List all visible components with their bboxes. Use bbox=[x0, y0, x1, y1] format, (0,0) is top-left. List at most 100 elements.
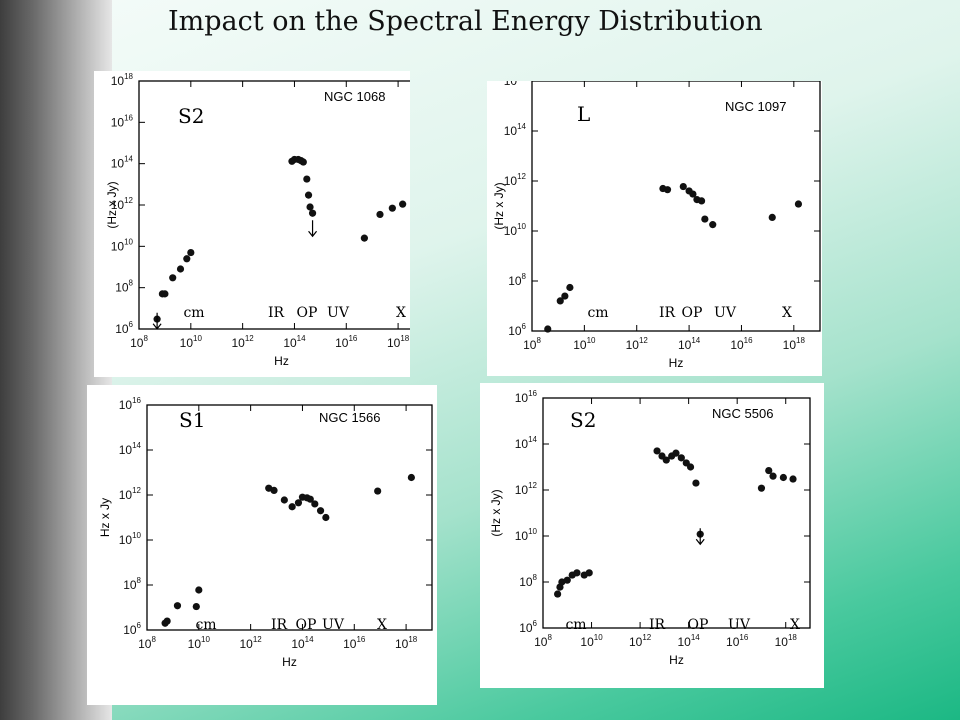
data-point bbox=[653, 447, 661, 455]
data-point bbox=[561, 292, 569, 300]
slide-title: Impact on the Spectral Energy Distributi… bbox=[168, 6, 763, 37]
galaxy-name: NGC 5506 bbox=[712, 406, 773, 421]
data-point bbox=[360, 234, 368, 242]
data-point bbox=[183, 255, 191, 263]
data-point bbox=[407, 473, 415, 482]
data-point bbox=[554, 590, 562, 598]
band-label: cm bbox=[183, 305, 204, 321]
data-point bbox=[789, 475, 797, 483]
sed-panel-ngc1097: 108 1010 1012 1014 1016 1018 106 108 1010 1012 101… bbox=[487, 81, 822, 376]
data-point bbox=[306, 203, 314, 211]
x-tick-label: 1014 bbox=[291, 635, 314, 651]
data-point bbox=[672, 449, 680, 457]
x-tick-label: 1018 bbox=[775, 633, 798, 649]
data-point bbox=[288, 503, 296, 511]
y-tick-label: 1016 bbox=[119, 396, 142, 412]
plot-frame bbox=[531, 81, 821, 332]
x-tick-label: 1010 bbox=[188, 635, 211, 651]
band-label: OP bbox=[297, 305, 318, 321]
data-point bbox=[303, 175, 311, 183]
data-point bbox=[677, 454, 685, 462]
data-point bbox=[161, 290, 169, 298]
data-point bbox=[566, 283, 574, 292]
x-tick-label: 1018 bbox=[395, 635, 418, 651]
band-label: OP bbox=[682, 305, 703, 321]
data-point bbox=[686, 463, 695, 471]
data-point bbox=[306, 495, 314, 503]
x-axis-label: Hz bbox=[282, 655, 297, 669]
y-tick-label: 108 bbox=[519, 573, 537, 589]
x-tick-label: 108 bbox=[534, 633, 552, 649]
data-point bbox=[544, 325, 552, 333]
band-label: cm bbox=[565, 617, 586, 633]
x-axis-label: Hz bbox=[274, 354, 289, 368]
band-label: OP bbox=[688, 617, 709, 633]
data-point bbox=[169, 274, 177, 282]
band-label: cm bbox=[195, 617, 216, 633]
x-tick-label: 1010 bbox=[573, 336, 596, 352]
data-point bbox=[585, 569, 593, 577]
data-point bbox=[765, 466, 773, 475]
data-point bbox=[376, 210, 384, 219]
x-tick-label: 1012 bbox=[629, 633, 652, 649]
y-tick-label: 1012 bbox=[119, 486, 142, 502]
x-tick-label: 1016 bbox=[335, 334, 358, 350]
data-point bbox=[192, 602, 200, 611]
x-axis-label: Hz bbox=[669, 356, 684, 370]
data-point bbox=[316, 507, 325, 515]
data-point bbox=[187, 248, 195, 257]
y-tick-label: 1014 bbox=[111, 155, 134, 171]
y-tick-label: 1014 bbox=[504, 122, 527, 138]
y-tick-label: 1010 bbox=[111, 237, 134, 253]
y-tick-label: 1012 bbox=[515, 481, 538, 497]
data-point bbox=[322, 513, 330, 522]
data-point bbox=[299, 158, 307, 166]
y-axis-label: (Hz x Jy) bbox=[492, 182, 506, 229]
data-point bbox=[769, 472, 777, 480]
data-point bbox=[176, 265, 185, 273]
plot-frame bbox=[146, 404, 433, 631]
band-label: cm bbox=[587, 305, 608, 321]
y-axis-label: (Hz x Jy) bbox=[489, 489, 503, 536]
x-tick-label: 1012 bbox=[232, 334, 255, 350]
data-point bbox=[689, 190, 697, 198]
sed-plot-ngc1097: 108 1010 1012 1014 1016 101810610810101012101… bbox=[492, 81, 821, 370]
x-tick-label: 1010 bbox=[580, 633, 603, 649]
y-tick-label: 108 bbox=[123, 576, 141, 592]
y-tick-label: 1010 bbox=[515, 527, 538, 543]
data-point bbox=[701, 215, 709, 223]
y-axis-label: (Hz x Jy) bbox=[105, 181, 119, 228]
galaxy-name: NGC 1566 bbox=[319, 410, 380, 425]
band-label: X bbox=[790, 617, 800, 633]
x-tick-label: 1012 bbox=[626, 336, 649, 352]
sed-plot-ngc5506: 108 1010 1012 1014 1016 101810610810101012101… bbox=[489, 389, 811, 667]
band-label: IR bbox=[271, 617, 288, 633]
plot-frame bbox=[542, 397, 811, 629]
sed-plot-ngc1068: 108 1010 1012 1014 1016 101810610810101012101… bbox=[105, 72, 410, 368]
x-tick-label: 1012 bbox=[240, 635, 263, 651]
y-tick-label: 106 bbox=[508, 322, 526, 338]
upper-limit-arrow bbox=[695, 528, 705, 546]
x-tick-label: 1018 bbox=[783, 336, 806, 352]
seyfert-class-label: S2 bbox=[178, 104, 204, 128]
y-tick-label: 1010 bbox=[504, 222, 527, 238]
data-point bbox=[556, 297, 564, 305]
seyfert-class-label: S2 bbox=[570, 408, 596, 432]
data-point bbox=[757, 484, 766, 492]
band-label: UV bbox=[327, 305, 350, 321]
x-axis-label: Hz bbox=[669, 653, 684, 667]
data-point bbox=[697, 197, 706, 205]
y-tick-label: 1016 bbox=[504, 81, 527, 88]
x-tick-label: 1018 bbox=[387, 334, 410, 350]
data-point bbox=[794, 200, 803, 208]
y-tick-label: 1014 bbox=[515, 435, 538, 451]
y-tick-label: 1014 bbox=[119, 441, 142, 457]
y-tick-label: 1012 bbox=[504, 172, 527, 188]
x-tick-label: 1010 bbox=[180, 334, 203, 350]
x-tick-label: 108 bbox=[130, 334, 148, 350]
data-point bbox=[388, 204, 396, 212]
band-label: IR bbox=[268, 305, 285, 321]
data-point bbox=[563, 576, 571, 584]
band-label: X bbox=[396, 305, 406, 321]
y-tick-label: 106 bbox=[519, 619, 537, 635]
